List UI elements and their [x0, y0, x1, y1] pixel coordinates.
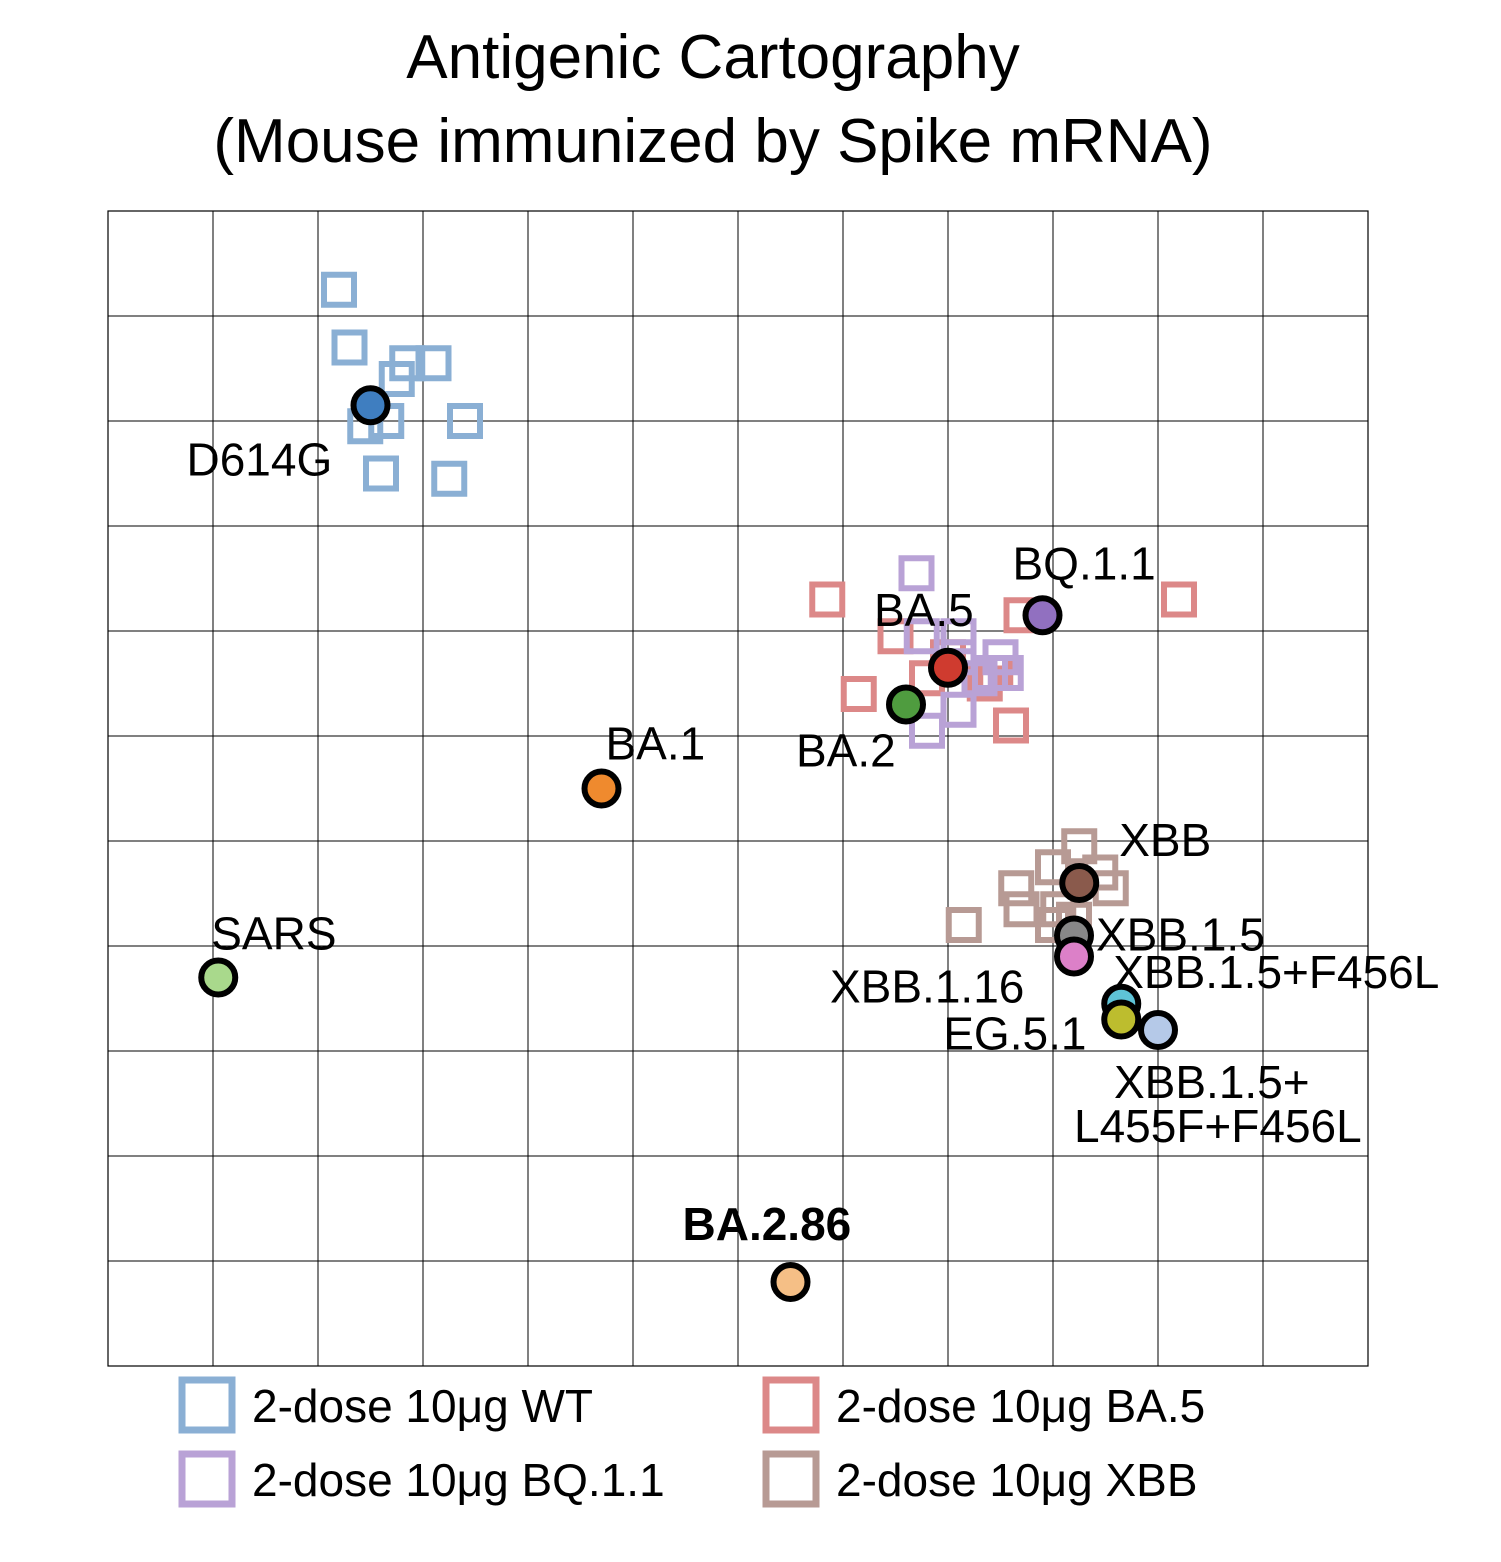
antigen-label-8: XBB.1.16	[830, 961, 1024, 1013]
antigen-point-12	[198, 957, 239, 998]
serum-points	[321, 271, 1197, 943]
legend-swatch-1	[178, 1376, 236, 1434]
antigen-point-13	[770, 1262, 811, 1302]
legend-swatch-2	[762, 1376, 820, 1434]
serum-point-1-1	[321, 271, 357, 308]
legend-label-4: 2-dose 10μg XBB	[836, 1454, 1198, 1506]
legend: 2-dose 10μg WT 2-dose 10μg BA.5 2-dose 10μ…	[178, 1376, 1205, 1508]
antigen-label-4: BA.5	[874, 584, 974, 636]
serum-point-3-7	[972, 655, 1008, 691]
serum-point-1-4	[415, 345, 452, 382]
antigen-point-10	[1101, 999, 1142, 1040]
serum-point-3-1	[898, 555, 935, 592]
antigen-label-2: BA.1	[606, 718, 706, 770]
grid	[107, 210, 1369, 1367]
antigen-point-8	[1054, 936, 1094, 977]
legend-label-3: 2-dose 10μg BQ.1.1	[252, 1454, 665, 1506]
serum-point-1-7	[447, 403, 483, 439]
chart-title: Antigenic Cartography	[406, 23, 1019, 92]
antigen-label-3: BA.2	[796, 725, 896, 777]
serum-point-3-8	[940, 691, 977, 728]
serum-point-4-5	[998, 870, 1035, 907]
antigen-label-10: EG.5.1	[943, 1008, 1086, 1060]
antigen-labels: D614G BA.1 BA.2 BA.5 BQ.1.1 XBB XBB.1.5 XBB.1.1…	[187, 433, 1440, 1250]
serum-point-1-2	[331, 329, 368, 366]
legend-swatch-3	[178, 1450, 236, 1508]
serum-point-2-1	[809, 581, 846, 618]
antigen-point-1	[350, 385, 391, 426]
legend-label-2: 2-dose 10μg BA.5	[836, 1380, 1205, 1432]
antigen-label-9: XBB.1.5+F456L	[1113, 946, 1439, 998]
antigen-label-11: XBB.1.5+ L455F+F456L	[1074, 1056, 1362, 1152]
antigen-point-11	[1138, 1010, 1178, 1050]
serum-point-2-3	[840, 676, 877, 712]
antigen-label-6: XBB	[1119, 814, 1211, 866]
antigen-points	[198, 385, 1178, 1302]
legend-label-1: 2-dose 10μg WT	[252, 1380, 593, 1432]
antigen-point-4	[928, 647, 968, 688]
serum-point-1-5	[389, 345, 426, 382]
serum-point-4-8	[945, 907, 982, 943]
title-group: Antigenic Cartography (Mouse immunized b…	[213, 23, 1212, 176]
legend-swatch-4	[762, 1450, 820, 1508]
serum-point-2-8	[993, 707, 1029, 744]
serum-point-2-9	[1161, 581, 1197, 618]
serum-point-3-2	[903, 618, 940, 655]
antigen-point-5	[1022, 595, 1063, 636]
antigen-label-7: XBB.1.5	[1096, 909, 1265, 961]
serum-point-4-1	[1061, 828, 1098, 865]
serum-point-1-9	[363, 455, 399, 492]
antigen-point-2	[581, 768, 622, 809]
chart-subtitle: (Mouse immunized by Spike mRNA)	[213, 107, 1212, 176]
serum-point-1-10	[431, 460, 468, 497]
antigen-label-13: BA.2.86	[683, 1198, 852, 1250]
antigen-point-3	[886, 684, 926, 725]
antigen-point-6	[1059, 863, 1100, 903]
antigen-label-12: SARS	[211, 908, 336, 960]
serum-point-3-9	[909, 712, 945, 749]
antigen-label-5: BQ.1.1	[1013, 537, 1156, 589]
serum-point-2-2	[877, 618, 914, 655]
antigen-label-1: D614G	[187, 433, 333, 485]
